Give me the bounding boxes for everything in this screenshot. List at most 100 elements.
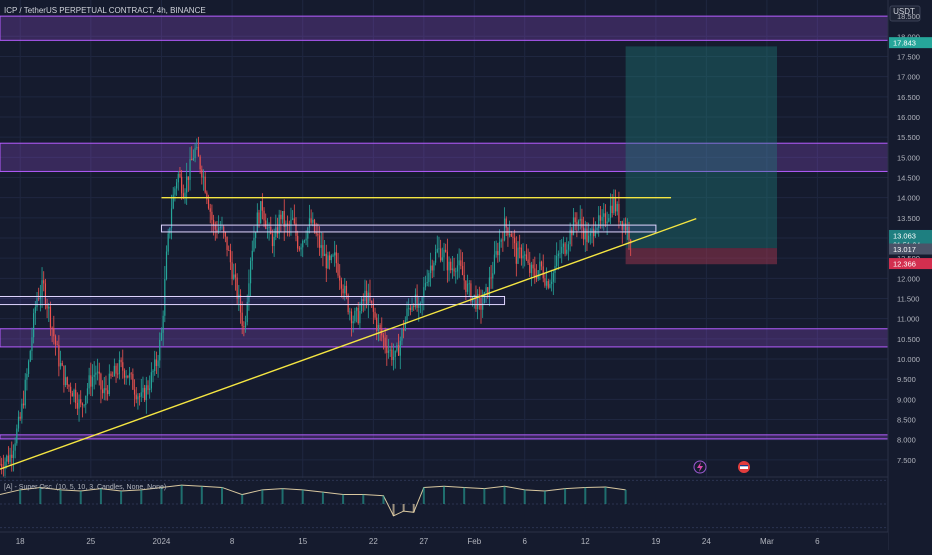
candle bbox=[246, 294, 248, 326]
candle-body bbox=[574, 217, 576, 223]
candle bbox=[91, 364, 94, 397]
candle bbox=[80, 390, 82, 408]
candle bbox=[226, 236, 228, 257]
currency-label[interactable]: USDT bbox=[893, 7, 915, 16]
resistance-zone bbox=[0, 142, 889, 172]
candle bbox=[199, 154, 201, 174]
candle bbox=[31, 327, 33, 360]
candle-body bbox=[529, 263, 531, 274]
candle bbox=[421, 296, 423, 316]
candle bbox=[497, 242, 499, 263]
candle-body bbox=[182, 193, 184, 198]
candle-body bbox=[588, 235, 590, 242]
candle bbox=[542, 254, 544, 283]
candle bbox=[588, 222, 590, 244]
candle-body bbox=[290, 219, 292, 226]
candle-body bbox=[421, 297, 423, 304]
candle-body bbox=[1, 464, 3, 468]
candle-body bbox=[140, 392, 142, 397]
candle-body bbox=[278, 214, 280, 234]
candle-body bbox=[59, 363, 62, 367]
candle bbox=[263, 207, 265, 228]
candle bbox=[140, 378, 142, 403]
candle-body bbox=[174, 188, 176, 195]
flag-icon[interactable] bbox=[738, 461, 750, 473]
candle bbox=[24, 373, 26, 409]
candle-body bbox=[204, 176, 206, 193]
candle bbox=[292, 210, 294, 221]
candle-body bbox=[244, 322, 247, 328]
candle bbox=[219, 221, 221, 231]
candle-body bbox=[197, 146, 200, 157]
candle bbox=[399, 336, 401, 370]
candle-body bbox=[403, 328, 405, 331]
candle bbox=[281, 210, 284, 224]
time-tick-label: 12 bbox=[581, 537, 590, 546]
candle bbox=[150, 362, 152, 393]
candle bbox=[310, 209, 312, 225]
candle-body bbox=[591, 228, 593, 234]
candle bbox=[334, 240, 336, 267]
candle-body bbox=[48, 306, 50, 309]
candle-body bbox=[372, 303, 374, 312]
candle bbox=[493, 241, 496, 275]
candle-body bbox=[487, 287, 489, 297]
candle-body bbox=[214, 225, 216, 230]
candle-body bbox=[11, 454, 13, 458]
candle bbox=[377, 314, 380, 342]
indicator-label[interactable]: [A] - Super Osc. (10, 5, 10, 3, Candles,… bbox=[4, 484, 166, 491]
candle-body bbox=[608, 218, 610, 222]
candle bbox=[559, 239, 561, 259]
candle bbox=[165, 245, 168, 281]
price-tick-label: 12.000 bbox=[897, 274, 920, 283]
candle-body bbox=[628, 226, 630, 240]
candle bbox=[332, 253, 334, 258]
candle bbox=[443, 242, 445, 271]
candle bbox=[359, 301, 361, 330]
candle-body bbox=[355, 307, 358, 311]
candle-body bbox=[495, 251, 497, 255]
candle-body bbox=[49, 306, 52, 328]
candle bbox=[78, 394, 80, 422]
candle-body bbox=[85, 395, 87, 405]
candle-body bbox=[33, 313, 35, 338]
candle bbox=[397, 333, 400, 357]
candle-body bbox=[127, 375, 129, 378]
candle-body bbox=[108, 373, 110, 395]
candle bbox=[88, 367, 90, 395]
candle bbox=[549, 279, 551, 289]
candle bbox=[372, 298, 374, 325]
candle-body bbox=[626, 226, 628, 231]
candle bbox=[436, 235, 438, 254]
candle bbox=[248, 269, 250, 311]
candle-body bbox=[218, 227, 220, 233]
candle-body bbox=[6, 455, 8, 462]
candle-body bbox=[519, 247, 521, 249]
candle-body bbox=[465, 280, 467, 292]
candle bbox=[105, 375, 107, 401]
candle bbox=[204, 171, 206, 194]
candle-body bbox=[436, 248, 438, 252]
candle-body bbox=[206, 192, 208, 200]
lightning-icon[interactable] bbox=[693, 460, 707, 474]
candle-body bbox=[584, 228, 586, 240]
price-tick-label: 18.000 bbox=[897, 32, 920, 41]
drawings[interactable] bbox=[0, 196, 697, 470]
candle-body bbox=[503, 218, 506, 241]
candle bbox=[110, 371, 112, 379]
long-position[interactable] bbox=[625, 46, 777, 265]
candle-body bbox=[113, 365, 115, 377]
candle-body bbox=[4, 461, 6, 469]
candle bbox=[485, 283, 487, 303]
candle-body bbox=[406, 308, 408, 321]
candle bbox=[1, 457, 3, 475]
candle bbox=[428, 270, 430, 287]
candle bbox=[9, 447, 11, 465]
candle-body bbox=[335, 252, 337, 264]
candle-body bbox=[233, 274, 235, 280]
candle-body bbox=[93, 374, 95, 377]
candle-body bbox=[446, 251, 448, 271]
candle-body bbox=[194, 147, 196, 159]
